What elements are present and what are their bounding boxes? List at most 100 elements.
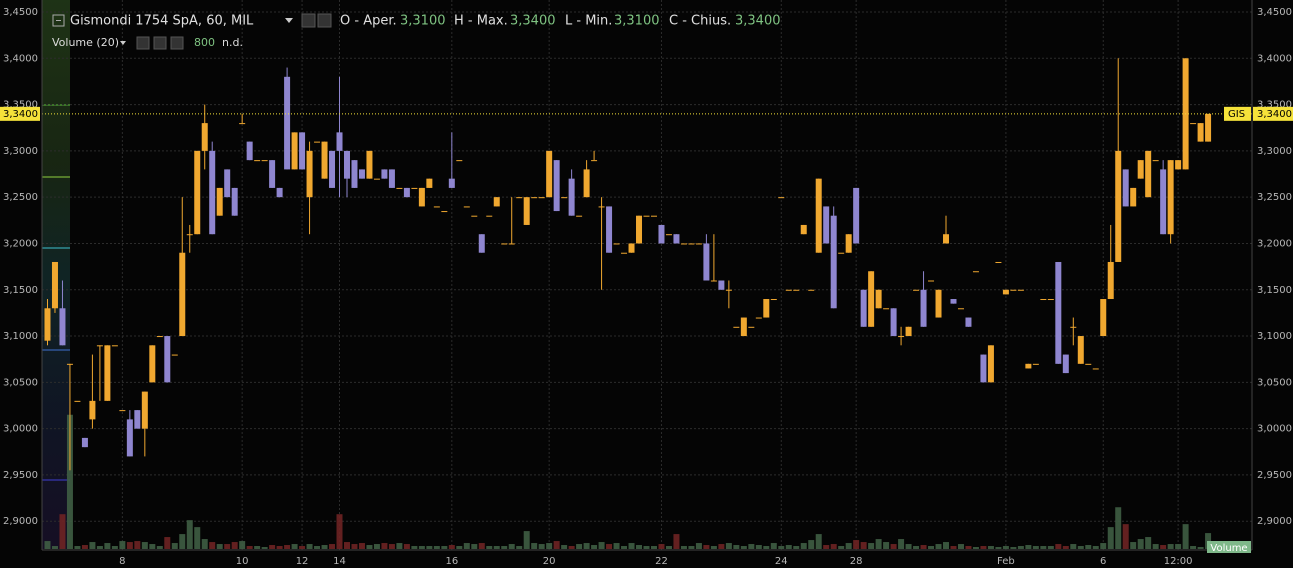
volume-bar <box>156 546 163 549</box>
volume-bar <box>1010 547 1017 549</box>
candle-body <box>493 197 500 207</box>
volume-bar <box>1122 524 1129 549</box>
volume-bar <box>576 544 583 549</box>
settings-icon[interactable] <box>317 13 332 28</box>
candle-body <box>388 169 395 188</box>
candle-body <box>1085 363 1092 365</box>
volume-bar <box>306 544 313 549</box>
candle-body <box>119 410 126 412</box>
candle-body <box>231 187 238 216</box>
settings-icon[interactable] <box>301 13 316 28</box>
volume-bar <box>366 545 373 549</box>
volume-bar <box>463 543 470 549</box>
x-tick-label: Feb <box>997 556 1015 567</box>
candle-body <box>471 215 478 217</box>
y-tick-label: 3,0500 <box>1257 377 1292 388</box>
candle-body <box>890 308 897 337</box>
volume-bar <box>299 546 306 549</box>
y-tick-label: 3,1000 <box>3 331 38 342</box>
candle-body <box>875 289 882 309</box>
volume-bar <box>883 542 890 549</box>
x-tick-label: 16 <box>445 556 458 567</box>
x-tick-label: 14 <box>333 556 346 567</box>
candle-body <box>733 326 740 328</box>
symbol-label: GIS <box>1228 109 1245 120</box>
candle-body <box>141 391 148 429</box>
volume-bar <box>1077 546 1084 549</box>
candle-body <box>523 197 530 225</box>
candle-body <box>531 197 538 199</box>
volume-bar <box>403 544 410 549</box>
volume-bar <box>508 544 515 549</box>
x-tick-label: 12:00 <box>1164 556 1193 567</box>
volume-bar <box>126 542 133 549</box>
volume-bar <box>1100 543 1107 549</box>
symbol-title[interactable]: Gismondi 1754 SpA, 60, MIL <box>70 14 254 29</box>
candle-body <box>81 437 88 448</box>
candle-body <box>860 289 867 327</box>
volume-bar <box>51 546 58 549</box>
volume-bar <box>943 542 950 549</box>
candle-body <box>134 410 141 429</box>
volume-bar <box>710 546 717 549</box>
candle-body <box>508 243 515 245</box>
y-tick-label: 3,0000 <box>3 424 38 435</box>
candle-body <box>621 252 628 254</box>
volume-bar <box>950 546 957 549</box>
volume-bar <box>441 546 448 549</box>
volume-title[interactable]: Volume (20) <box>52 36 119 49</box>
candle-body <box>643 215 650 217</box>
candle-body <box>823 206 830 244</box>
candle-body <box>1122 169 1129 207</box>
settings-icon[interactable] <box>136 36 150 50</box>
candle-body <box>628 243 635 253</box>
volume-bar <box>695 543 702 549</box>
volume-bar <box>478 543 485 549</box>
volume-bar <box>411 546 418 549</box>
candle-body <box>456 160 463 162</box>
candle-body <box>366 150 373 179</box>
y-tick-label: 3,4500 <box>3 7 38 18</box>
candle-body <box>1197 123 1204 142</box>
candle-body <box>1010 289 1017 291</box>
volume-bar <box>216 544 223 549</box>
dropdown-arrow[interactable] <box>120 41 126 45</box>
y-tick-label: 3,1000 <box>1257 331 1292 342</box>
dropdown-arrow[interactable] <box>285 18 293 23</box>
close-icon[interactable] <box>170 36 184 50</box>
volume-bar <box>987 546 994 549</box>
candle-body <box>725 289 732 291</box>
candle-body <box>943 234 950 244</box>
collapse-icon[interactable] <box>52 14 65 27</box>
volume-bar <box>853 540 860 549</box>
ohlc-label: O - Aper. <box>340 14 397 29</box>
candle-body <box>111 345 118 347</box>
volume-bar <box>868 543 875 549</box>
y-tick-label: 3,2500 <box>1257 192 1292 203</box>
candle-body <box>913 289 920 291</box>
candle-body <box>418 187 425 207</box>
candle-body <box>1115 150 1122 262</box>
volume-bar <box>1145 537 1152 549</box>
y-tick-label: 2,9000 <box>3 516 38 527</box>
candle-body <box>411 187 418 189</box>
volume-bar <box>486 546 493 549</box>
volume-bar <box>755 545 762 549</box>
candle-body <box>358 169 365 179</box>
candle-body <box>673 234 680 244</box>
settings-icon[interactable] <box>153 36 167 50</box>
volume-bar <box>815 534 822 549</box>
y-tick-label: 3,1500 <box>1257 285 1292 296</box>
candle-body <box>314 141 321 143</box>
candle-body <box>972 271 979 273</box>
candle-body <box>920 289 927 327</box>
volume-bar <box>1152 544 1159 549</box>
candle-body <box>1032 363 1039 365</box>
volume-bar <box>66 414 73 549</box>
y-tick-label: 3,1500 <box>3 285 38 296</box>
candle-body <box>51 261 58 309</box>
candle-body <box>583 169 590 198</box>
volume-bar <box>329 544 336 549</box>
volume-bar <box>1085 545 1092 549</box>
